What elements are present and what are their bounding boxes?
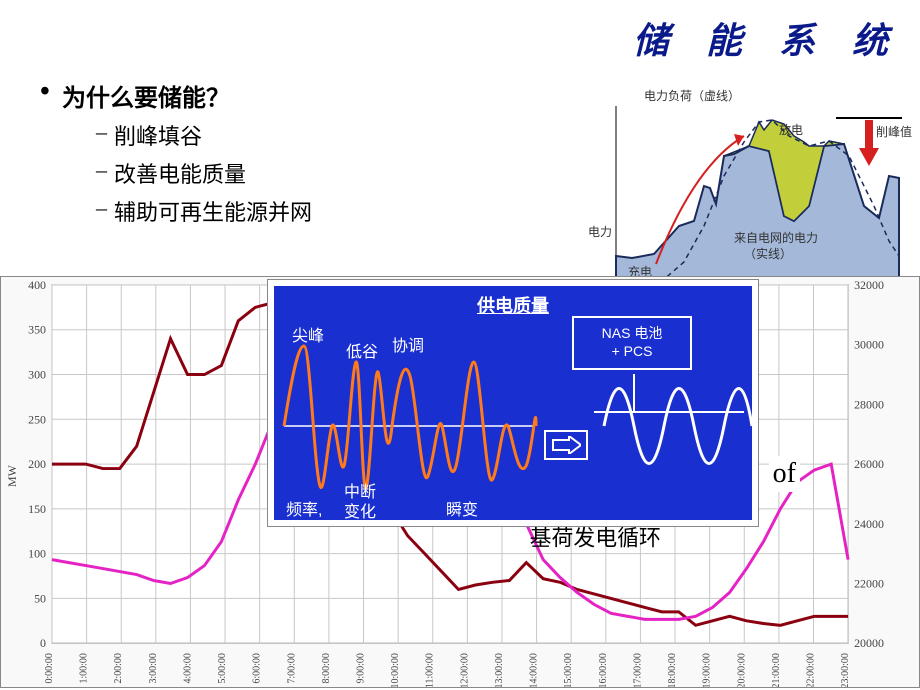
svg-text:14:00:00: 14:00:00 [529, 653, 540, 687]
svg-text:400: 400 [28, 278, 46, 292]
svg-text:350: 350 [28, 323, 46, 337]
power-quality-panel: 供电质量 NAS 电池 + PCS 尖峰 低谷 协调 频率, 中断 变化 瞬变 [268, 280, 758, 526]
mini-ylabel: 电力 [588, 225, 612, 239]
svg-text:22:00:00: 22:00:00 [805, 653, 816, 687]
mini-discharge-label: 放电 [779, 122, 803, 137]
svg-text:4:00:00: 4:00:00 [182, 653, 193, 683]
svg-text:30000: 30000 [854, 338, 884, 352]
mini-grid-label1: 来自电网的电力 [734, 230, 818, 245]
bullet-sub-1: 削峰填谷 [96, 119, 312, 151]
svg-text:20:00:00: 20:00:00 [736, 653, 747, 687]
mini-peak-label: 削峰值 [876, 124, 912, 139]
arrow-icon [544, 430, 588, 460]
svg-text:9:00:00: 9:00:00 [356, 653, 367, 683]
svg-text:12:00:00: 12:00:00 [459, 653, 470, 687]
svg-text:22000: 22000 [854, 576, 884, 590]
svg-text:10:00:00: 10:00:00 [390, 653, 401, 687]
bullet-main: 为什么要储能？ [40, 78, 312, 113]
lbl-freq: 频率, [286, 496, 322, 520]
svg-text:15:00:00: 15:00:00 [563, 653, 574, 687]
svg-text:18:00:00: 18:00:00 [667, 653, 678, 687]
svg-text:200: 200 [28, 457, 46, 471]
lbl-transient: 瞬变 [446, 496, 478, 520]
svg-text:16:00:00: 16:00:00 [598, 653, 609, 687]
bullet-sub-3: 辅助可再生能源并网 [96, 195, 312, 227]
svg-text:24000: 24000 [854, 517, 884, 531]
bullet-list: 为什么要储能？ 削峰填谷 改善电能质量 辅助可再生能源并网 [40, 78, 312, 227]
lbl-valley: 低谷 [346, 338, 378, 362]
lbl-coord: 协调 [392, 332, 424, 356]
page-title: 储 能 系 统 [633, 12, 902, 64]
svg-text:250: 250 [28, 412, 46, 426]
svg-text:28000: 28000 [854, 397, 884, 411]
svg-text:32000: 32000 [854, 278, 884, 292]
svg-text:19:00:00: 19:00:00 [702, 653, 713, 687]
svg-text:100: 100 [28, 547, 46, 561]
bullet-sub-2: 改善电能质量 [96, 157, 312, 189]
svg-text:23:00:00: 23:00:00 [840, 653, 851, 687]
svg-text:7:00:00: 7:00:00 [286, 653, 297, 683]
main-ylabel: MW [5, 464, 19, 487]
svg-text:20000: 20000 [854, 636, 884, 650]
lbl-peak: 尖峰 [292, 322, 324, 346]
svg-text:5:00:00: 5:00:00 [217, 653, 228, 683]
svg-text:300: 300 [28, 368, 46, 382]
svg-text:13:00:00: 13:00:00 [494, 653, 505, 687]
svg-text:11:00:00: 11:00:00 [425, 653, 436, 687]
svg-text:50: 50 [34, 591, 46, 605]
nas-line2: + PCS [574, 342, 690, 360]
svg-text:21:00:00: 21:00:00 [771, 653, 782, 687]
baseload-label: 基荷发电循环 [530, 526, 661, 551]
svg-text:2:00:00: 2:00:00 [113, 653, 124, 683]
svg-text:150: 150 [28, 502, 46, 516]
mini-grid-label2: （实线） [744, 246, 792, 261]
nas-line1: NAS 电池 [574, 324, 690, 342]
svg-text:8:00:00: 8:00:00 [321, 653, 332, 683]
lbl-change: 变化 [344, 498, 376, 522]
svg-text:3:00:00: 3:00:00 [148, 653, 159, 683]
svg-text:26000: 26000 [854, 457, 884, 471]
mini-title: 电力负荷（虚线） [644, 89, 740, 103]
pq-title: 供电质量 [274, 292, 752, 318]
svg-text:0: 0 [40, 636, 46, 650]
svg-text:1:00:00: 1:00:00 [79, 653, 90, 683]
svg-text:17:00:00: 17:00:00 [632, 653, 643, 687]
nas-box: NAS 电池 + PCS [572, 316, 692, 370]
svg-text:0:00:00: 0:00:00 [44, 653, 55, 683]
svg-text:6:00:00: 6:00:00 [252, 653, 263, 683]
cropped-text-of: of [769, 456, 800, 492]
